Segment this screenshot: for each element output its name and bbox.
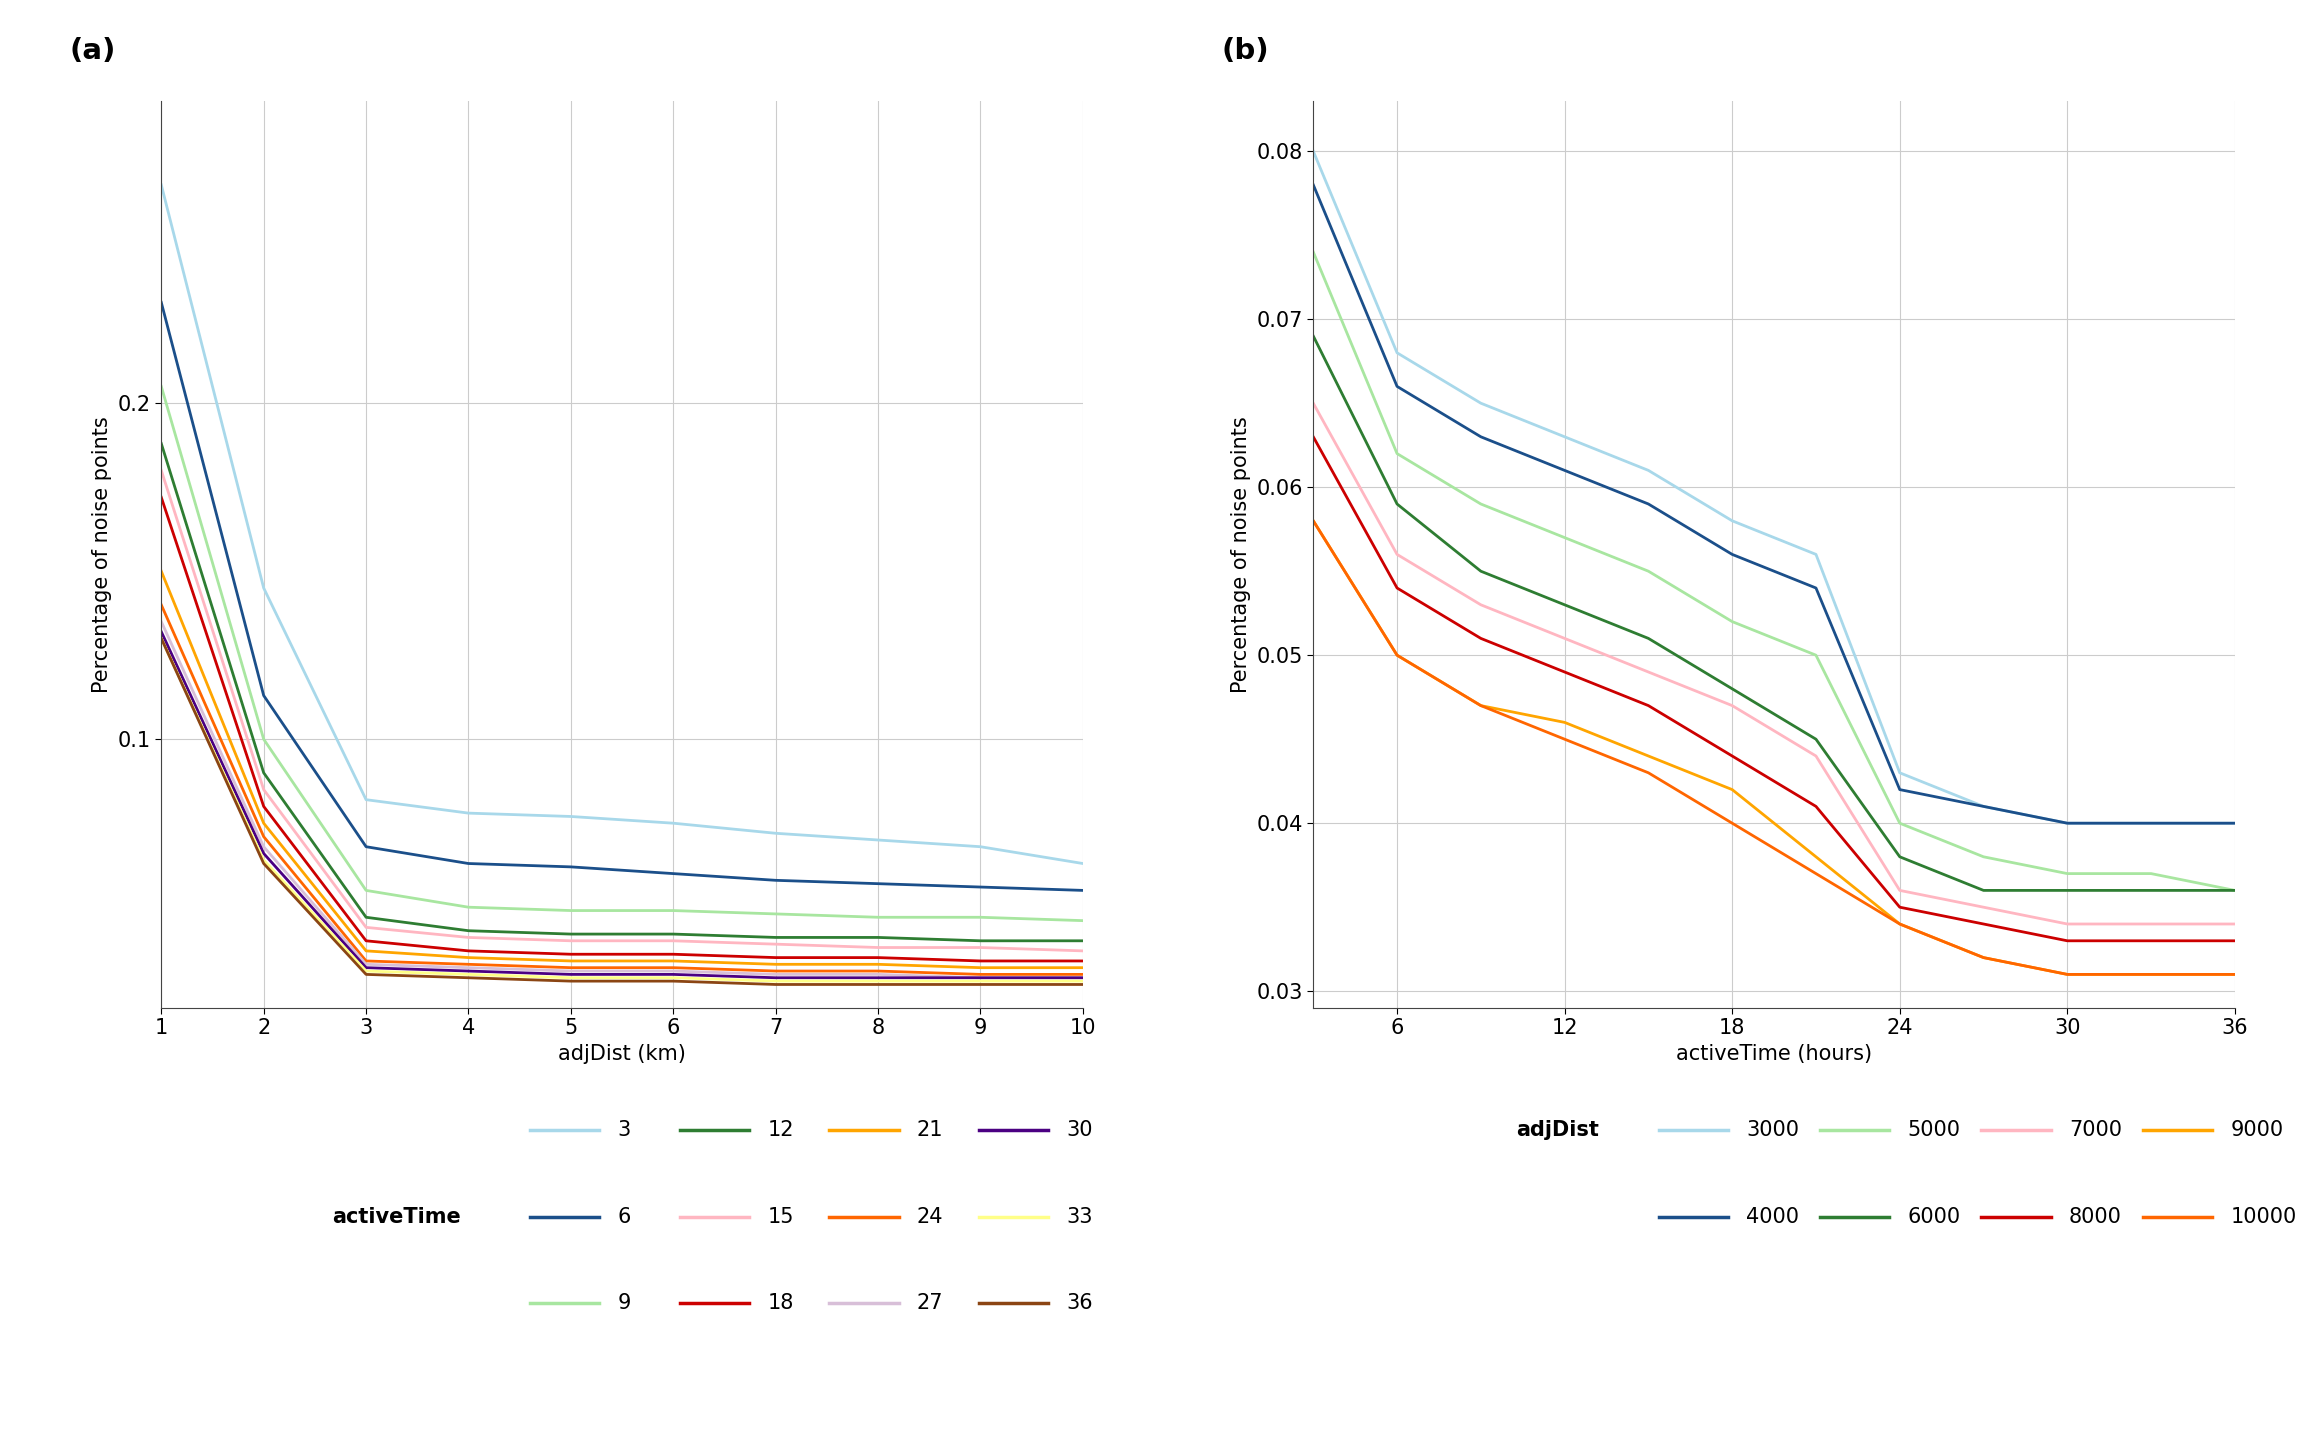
Text: 27: 27 <box>917 1293 945 1313</box>
Text: 6: 6 <box>617 1207 631 1227</box>
Text: (a): (a) <box>69 36 115 65</box>
Text: 3: 3 <box>617 1120 631 1140</box>
Text: 21: 21 <box>917 1120 945 1140</box>
Text: 18: 18 <box>767 1293 793 1313</box>
Text: 12: 12 <box>767 1120 795 1140</box>
Text: 9000: 9000 <box>2230 1120 2283 1140</box>
Text: 6000: 6000 <box>1908 1207 1961 1227</box>
Text: 4000: 4000 <box>1746 1207 1799 1227</box>
Text: activeTime: activeTime <box>332 1207 461 1227</box>
Text: 10000: 10000 <box>2230 1207 2297 1227</box>
Text: 7000: 7000 <box>2069 1120 2122 1140</box>
Text: 9: 9 <box>617 1293 631 1313</box>
Text: 15: 15 <box>767 1207 795 1227</box>
Text: 30: 30 <box>1067 1120 1094 1140</box>
Text: 8000: 8000 <box>2069 1207 2122 1227</box>
Text: (b): (b) <box>1221 36 1270 65</box>
Text: 24: 24 <box>917 1207 945 1227</box>
Y-axis label: Percentage of noise points: Percentage of noise points <box>92 416 113 693</box>
Text: 36: 36 <box>1067 1293 1094 1313</box>
Text: 33: 33 <box>1067 1207 1094 1227</box>
X-axis label: adjDist (km): adjDist (km) <box>558 1044 687 1064</box>
Text: adjDist: adjDist <box>1516 1120 1599 1140</box>
X-axis label: activeTime (hours): activeTime (hours) <box>1675 1044 1873 1064</box>
Y-axis label: Percentage of noise points: Percentage of noise points <box>1230 416 1251 693</box>
Text: 5000: 5000 <box>1908 1120 1961 1140</box>
Text: 3000: 3000 <box>1746 1120 1799 1140</box>
